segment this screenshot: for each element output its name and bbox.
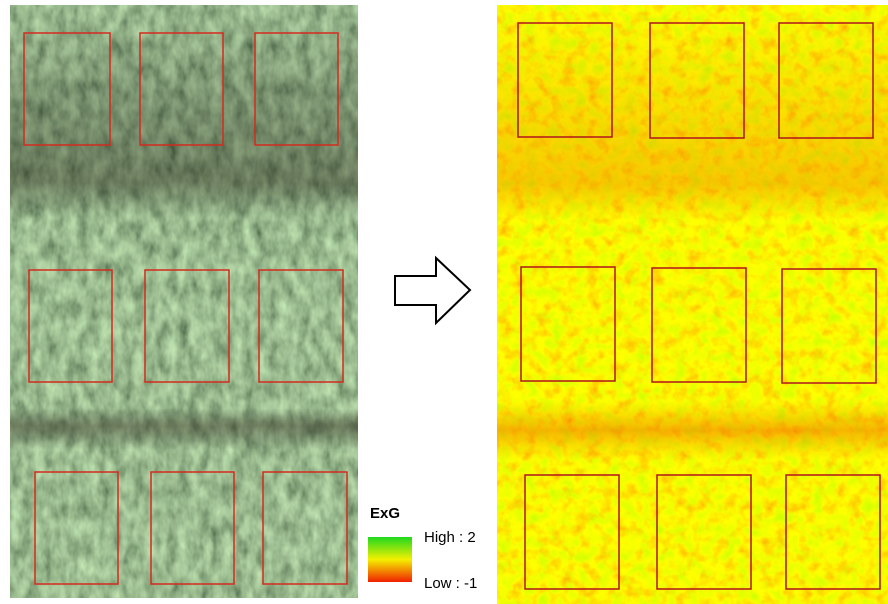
legend-low: Low : -1 bbox=[424, 575, 477, 592]
figure: ExG High : 2 Low : -1 bbox=[0, 0, 888, 604]
legend: ExG High : 2 Low : -1 bbox=[368, 505, 477, 592]
arrow bbox=[395, 258, 470, 323]
exg-image bbox=[497, 5, 888, 604]
rgb-image bbox=[10, 5, 358, 598]
legend-high: High : 2 bbox=[424, 529, 476, 546]
page: ExG High : 2 Low : -1 (() => { const dat… bbox=[0, 0, 888, 604]
legend-ramp bbox=[368, 537, 412, 582]
legend-title: ExG bbox=[370, 505, 400, 522]
